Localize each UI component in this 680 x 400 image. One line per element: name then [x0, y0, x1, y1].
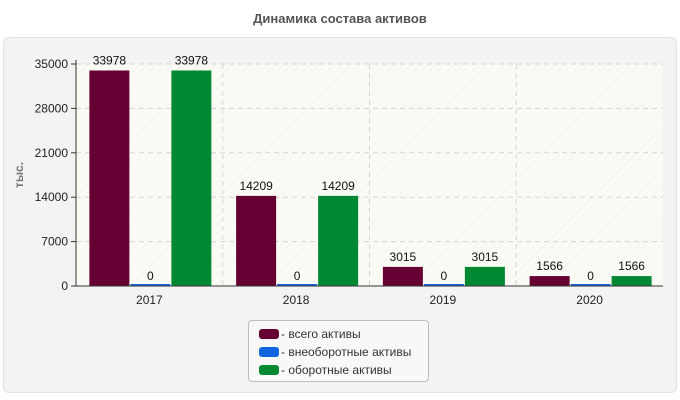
y-tick-label: 7000	[41, 235, 68, 249]
chart-title: Динамика состава активов	[253, 11, 427, 26]
data-label: 14209	[321, 179, 355, 193]
legend-item-current: - оборотные активы	[249, 361, 428, 379]
data-label: 33978	[175, 53, 209, 67]
bar	[464, 266, 505, 286]
legend: - всего активы - внеоборотные активы - о…	[248, 320, 429, 382]
axes: 0 7000 14000 21000 28000 35000 2017 2018 2019 202…	[35, 57, 663, 307]
x-tick-label: 2019	[430, 293, 457, 307]
grid-lines	[76, 63, 663, 286]
data-label: 1566	[618, 259, 645, 273]
data-label: 0	[441, 269, 448, 283]
bar	[89, 70, 130, 287]
bar	[611, 276, 652, 286]
bar	[382, 266, 423, 286]
legend-item-total: - всего активы	[249, 325, 428, 343]
data-label: 1566	[536, 259, 563, 273]
bar	[423, 284, 464, 286]
data-label: 0	[147, 269, 154, 283]
data-label: 0	[587, 269, 594, 283]
y-tick-label: 21000	[35, 146, 69, 160]
legend-label-noncurrent: - внеоборотные активы	[281, 345, 412, 359]
bar	[236, 195, 277, 286]
y-tick-label: 28000	[35, 101, 69, 115]
legend-label-current: - оборотные активы	[281, 363, 392, 377]
y-tick-label: 35000	[35, 57, 69, 71]
bar	[570, 284, 611, 286]
legend-swatch-noncurrent	[259, 347, 279, 357]
legend-item-noncurrent: - внеоборотные активы	[249, 343, 428, 361]
legend-swatch-current	[259, 365, 279, 375]
data-label: 0	[294, 269, 301, 283]
x-tick-label: 2018	[283, 293, 310, 307]
bar	[277, 284, 318, 286]
bar	[529, 276, 570, 286]
legend-label-total: - всего активы	[281, 327, 361, 341]
bars	[89, 70, 652, 287]
data-label: 3015	[472, 250, 499, 264]
data-label: 33978	[93, 53, 127, 67]
y-axis-label: тыс.	[12, 162, 26, 188]
data-label: 3015	[390, 250, 417, 264]
bar	[318, 195, 359, 286]
bar	[130, 284, 171, 286]
legend-swatch-total	[259, 329, 279, 339]
x-tick-label: 2020	[576, 293, 603, 307]
y-tick-label: 14000	[35, 190, 69, 204]
data-labels: 33978 0 33978 14209 0 14209 3015 0 3015 1566 0 1566	[93, 53, 646, 283]
bar	[171, 70, 212, 287]
y-tick-label: 0	[61, 279, 68, 293]
data-label: 14209	[239, 179, 273, 193]
x-tick-label: 2017	[136, 293, 163, 307]
